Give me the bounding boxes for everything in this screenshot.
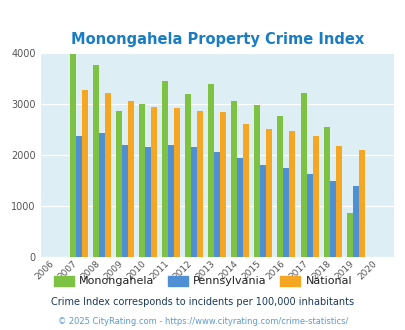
Bar	[145, 148, 151, 257]
Bar	[185, 94, 191, 257]
Bar	[289, 131, 295, 257]
Bar	[98, 133, 104, 257]
Bar	[128, 101, 134, 257]
Bar	[174, 108, 179, 257]
Bar	[358, 150, 364, 257]
Bar	[323, 127, 329, 257]
Bar	[115, 111, 122, 257]
Bar	[75, 136, 81, 257]
Bar	[151, 107, 157, 257]
Bar	[237, 158, 243, 257]
Bar	[208, 84, 214, 257]
Bar	[346, 214, 352, 257]
Bar	[300, 93, 306, 257]
Bar	[168, 145, 174, 257]
Bar	[162, 81, 168, 257]
Bar	[352, 186, 358, 257]
Bar	[277, 116, 283, 257]
Bar	[197, 111, 202, 257]
Bar	[139, 104, 145, 257]
Text: Crime Index corresponds to incidents per 100,000 inhabitants: Crime Index corresponds to incidents per…	[51, 297, 354, 307]
Bar	[93, 65, 98, 257]
Bar	[243, 124, 249, 257]
Bar	[122, 145, 128, 257]
Bar	[104, 93, 111, 257]
Bar	[283, 168, 289, 257]
Bar	[214, 152, 220, 257]
Bar	[266, 128, 272, 257]
Bar	[260, 165, 266, 257]
Bar	[306, 174, 312, 257]
Legend: Monongahela, Pennsylvania, National: Monongahela, Pennsylvania, National	[49, 271, 356, 291]
Bar	[191, 148, 197, 257]
Bar	[335, 146, 341, 257]
Bar	[70, 54, 75, 257]
Bar	[81, 90, 87, 257]
Bar	[329, 181, 335, 257]
Bar	[220, 112, 226, 257]
Bar	[254, 105, 260, 257]
Bar	[312, 136, 318, 257]
Title: Monongahela Property Crime Index: Monongahela Property Crime Index	[70, 32, 363, 48]
Text: © 2025 CityRating.com - https://www.cityrating.com/crime-statistics/: © 2025 CityRating.com - https://www.city…	[58, 317, 347, 326]
Bar	[231, 101, 237, 257]
